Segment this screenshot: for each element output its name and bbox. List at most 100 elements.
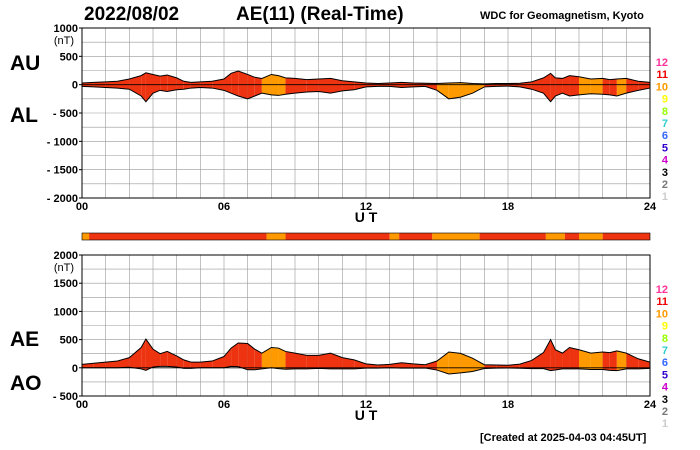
panel2-y-tick-label: 2000 <box>54 250 78 262</box>
panel2-x-tick-label: 12 <box>360 399 372 411</box>
panel1-x-tick-label: 24 <box>644 201 657 213</box>
panel1-area-segment <box>278 75 286 96</box>
panel1-area-segment <box>616 78 627 96</box>
panel2-x-axis-label: U T <box>355 407 378 423</box>
panel2-area-segment <box>437 352 449 375</box>
station-legend-label: 12 <box>656 284 668 296</box>
panel1-x-tick-label: 12 <box>360 201 372 213</box>
panel1-x-tick-label: 18 <box>502 201 514 213</box>
panel2-area-segment <box>212 356 224 368</box>
panel1-y-tick-label: - 500 <box>53 108 78 120</box>
panel2-area-segment <box>141 339 146 371</box>
panel1-area-segment <box>160 75 168 92</box>
panel2-area-segment <box>602 352 610 371</box>
panel1-area-segment <box>437 82 449 99</box>
station-legend-label: 9 <box>662 94 668 106</box>
panel2-x-tick-label: 18 <box>502 399 514 411</box>
panel1-area-segment <box>224 73 232 94</box>
panel2-area-segment <box>543 339 551 371</box>
station-legend-label: 8 <box>662 106 668 118</box>
panel2-y-tick-label: 1000 <box>54 306 78 318</box>
station-count-strip-segment <box>564 233 579 240</box>
panel1-area-segment <box>354 81 366 90</box>
panel2-area-segment <box>306 355 319 369</box>
station-count-strip-segment <box>89 233 267 240</box>
panel2-lower-series-line <box>82 365 651 375</box>
panel2-area-segment <box>448 352 461 375</box>
panel2-area-segment <box>519 360 532 369</box>
panel2-area-segment <box>318 353 331 369</box>
panel2-area-segment <box>238 342 248 370</box>
station-legend-label: 4 <box>662 382 669 394</box>
station-legend-label: 1 <box>662 191 668 203</box>
panel1-area-segment <box>609 79 617 96</box>
panel1-area-segment <box>117 79 130 90</box>
panel2-area-segment <box>342 357 355 369</box>
panel1-area-segment <box>590 78 603 95</box>
station-count-strip-segment <box>82 233 90 240</box>
panel2-x-tick-label: 24 <box>644 399 657 411</box>
station-legend-label: 6 <box>662 130 668 142</box>
station-legend-label: 8 <box>662 333 668 345</box>
panel1-area-segment <box>167 75 177 92</box>
panel1-area-segment <box>254 77 262 96</box>
panel2-area-segment <box>160 351 168 367</box>
panel2-y-tick-label: - 500 <box>53 391 78 403</box>
station-legend-label: 10 <box>656 81 668 93</box>
panel2-area-segment <box>616 350 627 371</box>
station-legend-label: 12 <box>656 57 668 69</box>
panel1-y-tick-label: - 2000 <box>47 193 78 205</box>
ae-label: AE <box>10 328 40 351</box>
station-legend-label: 11 <box>656 69 668 81</box>
station-count-strip-segment <box>432 233 480 240</box>
station-count-strip-segment <box>479 233 546 240</box>
panel2-y-tick-label: 0 <box>72 363 78 375</box>
panel1-area-segment <box>448 82 461 99</box>
panel2-area-segment <box>354 359 366 369</box>
station-legend-label: 5 <box>662 142 668 154</box>
panel2-area-segment <box>105 361 118 368</box>
panel2-upper-series-line <box>81 338 651 366</box>
panel1-area-segment <box>285 77 295 95</box>
panel1-area-segment <box>579 76 591 95</box>
panel1-area-segment <box>145 72 153 102</box>
panel2-area-segment <box>562 347 570 369</box>
station-count-strip-segment <box>285 233 390 240</box>
panel2-area-segment <box>569 347 579 369</box>
panel1-y-tick-label: - 1000 <box>47 136 78 148</box>
panel1-area-segment <box>550 73 556 102</box>
panel2-area-segment <box>117 357 130 368</box>
panel2-area-segment <box>285 351 295 370</box>
panel1-area-segment <box>247 74 255 99</box>
panel2-y-tick-label: 1500 <box>54 278 78 290</box>
panel1-area-segment <box>460 82 473 98</box>
station-legend-label: 6 <box>662 357 668 369</box>
panel2-area-segment <box>555 349 563 371</box>
station-legend-label: 5 <box>662 369 668 381</box>
station-legend-label: 11 <box>656 296 668 308</box>
panel1-x-axis-label: U T <box>355 209 378 225</box>
panel2-frame <box>81 254 651 397</box>
panel1-lower-series-line <box>81 85 651 103</box>
panel1-y-tick-label: - 1500 <box>47 165 78 177</box>
created-timestamp: [Created at 2025-04-03 04:45UT] <box>480 432 647 444</box>
panel1-area-segment <box>306 79 319 93</box>
station-legend-label: 4 <box>662 155 669 167</box>
station-legend-label: 3 <box>662 394 668 406</box>
panel1-area-segment <box>472 83 485 94</box>
panel1-area-segment <box>602 78 610 95</box>
panel1-y-tick-label: 500 <box>60 51 78 63</box>
panel2-area-segment <box>579 349 591 370</box>
panel1-x-tick-label: 06 <box>218 201 230 213</box>
panel2-area-segment <box>231 342 239 367</box>
au-label: AU <box>10 52 41 75</box>
station-count-strip-segment <box>602 233 650 240</box>
panel1-x-tick-label: 00 <box>76 201 88 213</box>
panel2-area-segment <box>609 350 617 371</box>
panel1-area-segment <box>141 72 146 102</box>
panel1-area-segment <box>231 71 239 96</box>
panel2-area-segment <box>278 348 286 370</box>
panel2-area-segment <box>271 347 279 369</box>
station-legend-label: 7 <box>662 345 668 357</box>
